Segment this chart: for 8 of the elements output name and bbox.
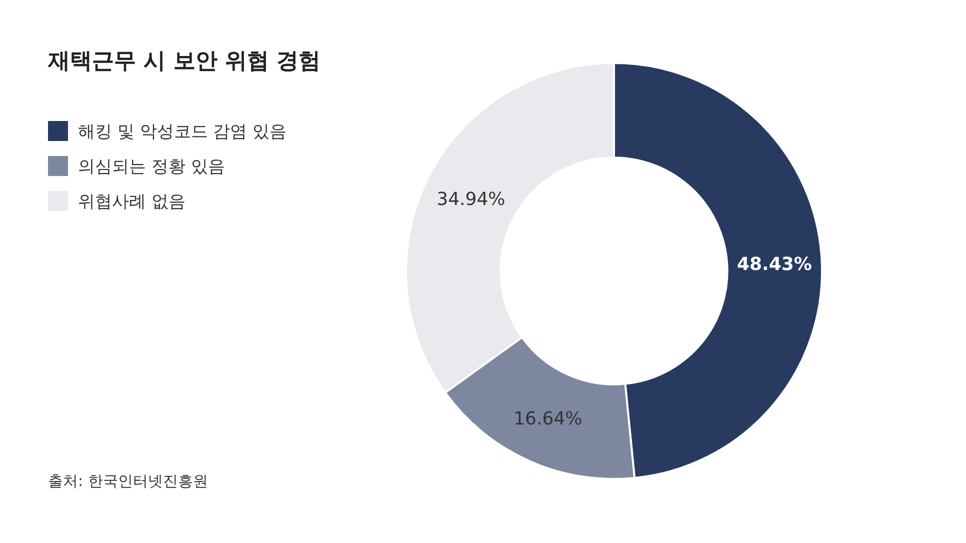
source-note: 출처: 한국인터넷진흥원 — [48, 472, 208, 490]
legend-label: 의심되는 정황 있음 — [78, 157, 225, 177]
legend-label: 해킹 및 악성코드 감염 있음 — [78, 122, 287, 142]
chart-title: 재택근무 시 보안 위협 경험 — [47, 49, 321, 74]
data-label: 48.43% — [736, 254, 812, 276]
data-label: 16.64% — [514, 408, 582, 430]
data-label: 34.94% — [436, 188, 506, 210]
legend-label: 위협사례 없음 — [78, 192, 186, 212]
